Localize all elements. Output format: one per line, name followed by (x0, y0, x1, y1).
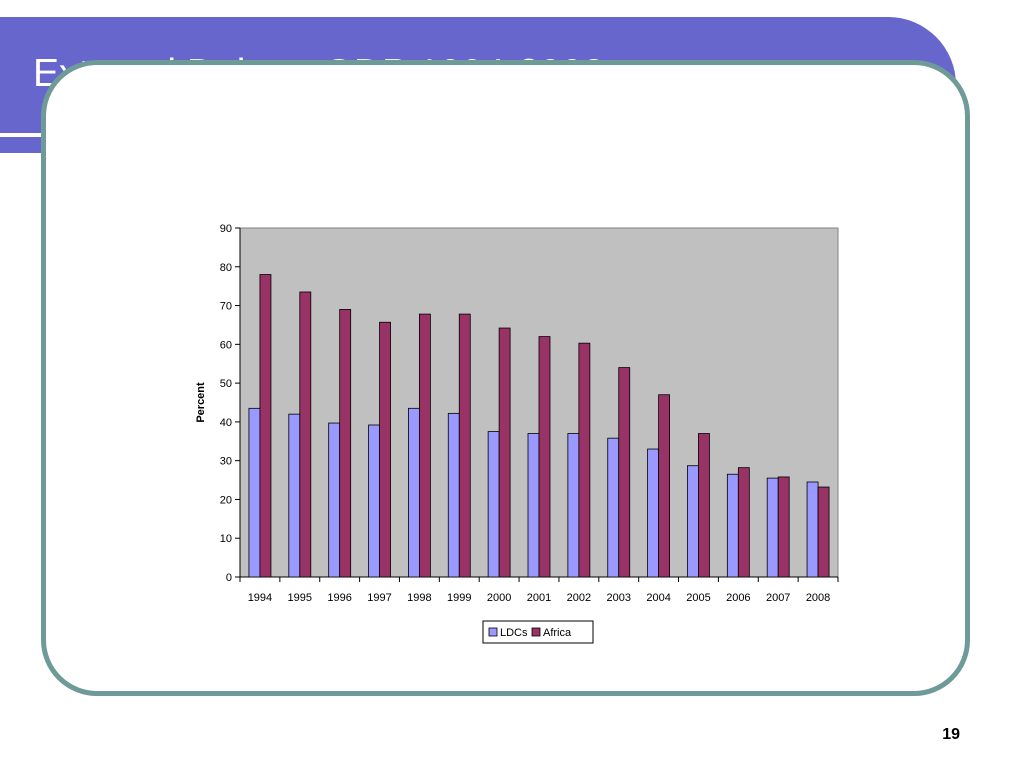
bar-africa (379, 321, 391, 578)
y-tick-label: 0 (226, 572, 232, 584)
bar-ldcs (766, 477, 779, 578)
x-tick-label: 2002 (567, 592, 591, 604)
y-tick-label: 60 (220, 339, 232, 351)
y-axis-label: Percent (195, 382, 207, 423)
legend-swatch (531, 627, 541, 637)
bar-africa (418, 313, 431, 578)
x-tick-label: 2005 (686, 592, 710, 604)
bar-ldcs (806, 481, 819, 578)
bar-africa (698, 433, 710, 578)
bar-ldcs (248, 407, 261, 578)
x-tick-label: 1999 (447, 592, 471, 604)
x-tick-label: 1994 (248, 592, 272, 604)
y-tick-label: 10 (220, 533, 232, 545)
y-tick-label: 70 (220, 301, 232, 313)
x-tick-label: 2007 (766, 592, 790, 604)
bar-africa (817, 486, 830, 578)
bar-africa (737, 467, 750, 578)
bar-ldcs (328, 422, 341, 578)
bar-ldcs (447, 412, 460, 578)
x-tick-label: 2001 (527, 592, 551, 604)
bar-ldcs (687, 465, 699, 578)
y-tick-label: 40 (220, 417, 232, 429)
x-tick-label: 2003 (606, 592, 630, 604)
bar-africa (618, 367, 631, 578)
bar-ldcs (368, 424, 380, 578)
legend-label: LDCs (500, 627, 528, 639)
bar-africa (538, 336, 551, 578)
bar-africa (299, 291, 312, 578)
x-tick-label: 2004 (646, 592, 670, 604)
bar-africa (458, 313, 471, 578)
x-tick-label: 1998 (407, 592, 431, 604)
x-tick-label: 1995 (288, 592, 312, 604)
x-tick-label: 2006 (726, 592, 750, 604)
x-tick-label: 2008 (806, 592, 830, 604)
legend-label: Africa (543, 627, 572, 639)
bar-africa (777, 476, 790, 578)
x-tick-label: 2000 (487, 592, 511, 604)
y-tick-label: 90 (220, 223, 232, 235)
y-tick-label: 50 (220, 378, 232, 390)
bar-africa (578, 342, 591, 578)
bar-africa (259, 274, 272, 578)
bar-africa (339, 309, 352, 578)
x-tick-label: 1996 (327, 592, 351, 604)
y-tick-label: 80 (220, 262, 232, 274)
bar-ldcs (407, 407, 420, 578)
bar-ldcs (288, 413, 301, 578)
bar-ldcs (607, 437, 620, 578)
bar-ldcs (487, 431, 500, 578)
legend-swatch (488, 627, 498, 637)
bar-ldcs (567, 433, 580, 578)
bar-ldcs (726, 473, 739, 578)
page-number: 19 (942, 726, 960, 743)
bar-ldcs (527, 433, 540, 578)
bar-africa (498, 327, 511, 578)
x-tick-label: 1997 (367, 592, 391, 604)
y-tick-label: 30 (220, 456, 232, 468)
bar-africa (658, 394, 670, 578)
bar-ldcs (647, 448, 659, 578)
y-tick-label: 20 (220, 494, 232, 506)
